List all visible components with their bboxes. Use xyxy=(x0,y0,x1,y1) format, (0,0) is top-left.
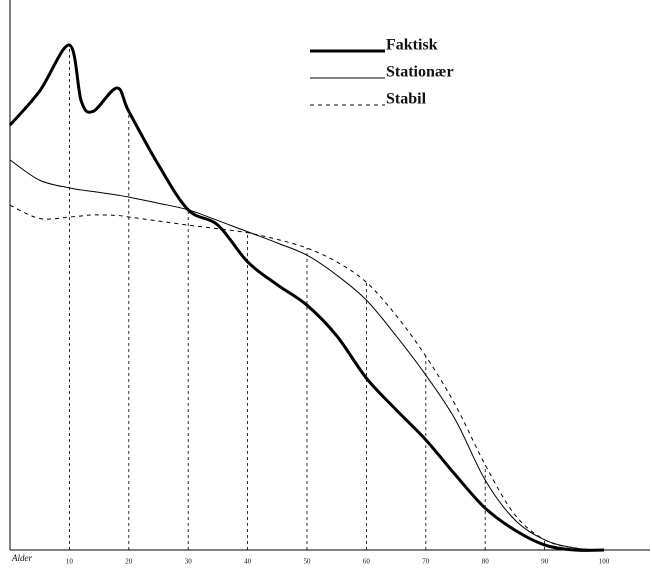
x-tick-label: 90 xyxy=(541,558,549,566)
x-tick-label: 70 xyxy=(422,558,430,566)
x-tick-label: 60 xyxy=(363,558,371,566)
series-line xyxy=(9,159,605,551)
series-line xyxy=(8,43,605,552)
x-tick-label: 30 xyxy=(185,558,193,566)
legend-label: Faktisk xyxy=(386,37,438,54)
x-tick-label: 100 xyxy=(599,558,610,566)
series-line xyxy=(9,204,605,551)
x-axis-label: Alder xyxy=(11,553,32,563)
x-tick-label: 80 xyxy=(482,558,490,566)
x-tick-label: 10 xyxy=(66,558,74,566)
x-tick-label: 50 xyxy=(304,558,312,566)
x-tick-label: 40 xyxy=(244,558,252,566)
x-tick-label: 20 xyxy=(125,558,133,566)
legend-label: Stationær xyxy=(386,64,454,81)
legend-label: Stabil xyxy=(386,91,427,108)
